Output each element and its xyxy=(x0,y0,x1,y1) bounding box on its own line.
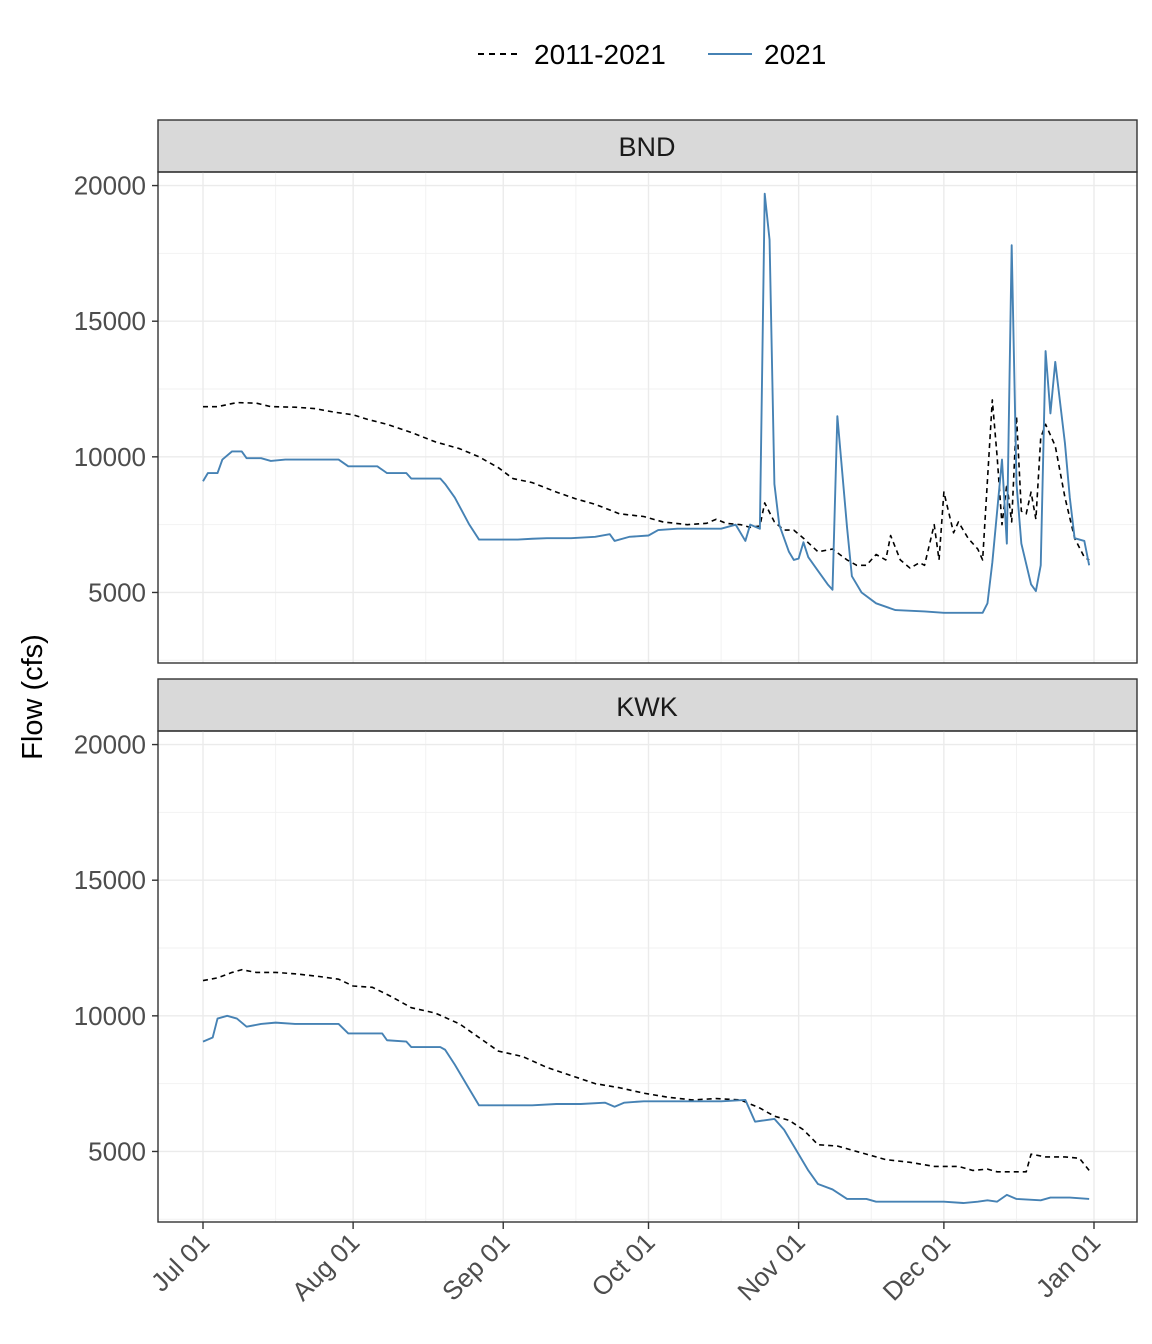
panel-kwk: KWK 5000 10000 15000 20000 xyxy=(74,678,1138,1223)
y-tick-label: 10000 xyxy=(74,1001,146,1031)
strip-label-kwk: KWK xyxy=(616,692,678,722)
plot-area-kwk xyxy=(202,968,1090,1204)
strip-kwk xyxy=(157,678,1138,732)
plot-area-bnd xyxy=(202,192,1091,614)
y-tick-label: 15000 xyxy=(74,306,146,336)
y-tick-label: 15000 xyxy=(74,865,146,895)
series-line-2021 xyxy=(202,192,1091,614)
series-line-2021 xyxy=(202,1014,1090,1204)
strip-bnd xyxy=(157,119,1138,173)
y-axis-bnd: 5000 10000 15000 20000 xyxy=(74,171,158,607)
grid-bnd xyxy=(158,172,1137,663)
grid-kwk xyxy=(158,731,1137,1222)
y-tick-label: 20000 xyxy=(74,171,146,201)
legend: 2011-2021 2021 xyxy=(478,39,826,70)
legend-label-2021: 2021 xyxy=(764,39,826,70)
panel-bnd: BND 5000 10000 15000 20000 xyxy=(74,119,1138,664)
strip-label-bnd: BND xyxy=(618,132,675,162)
legend-label-2011-2021: 2011-2021 xyxy=(534,39,666,70)
panel-border-kwk xyxy=(157,730,1138,1223)
y-tick-label: 5000 xyxy=(88,577,146,607)
series-line-2011-2021 xyxy=(203,399,1090,569)
panel-border-bnd xyxy=(157,171,1138,664)
y-axis-title: Flow (cfs) xyxy=(17,634,49,760)
y-axis-kwk: 5000 10000 15000 20000 xyxy=(74,730,158,1166)
y-tick-label: 20000 xyxy=(74,730,146,760)
y-tick-label: 5000 xyxy=(88,1136,146,1166)
y-tick-label: 10000 xyxy=(74,442,146,472)
